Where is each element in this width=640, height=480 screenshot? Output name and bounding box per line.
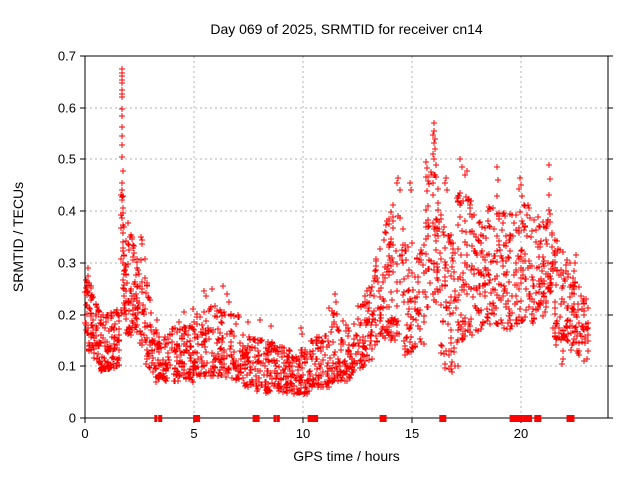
x-tick-labels: 0 5 10 15 20 [81, 426, 528, 441]
y-tick-label: 0.5 [58, 152, 76, 167]
y-tick-label: 0.6 [58, 101, 76, 116]
y-tick-label: 0.1 [58, 359, 76, 374]
baseline-flag-markers [154, 415, 575, 422]
x-axis-label: GPS time / hours [293, 448, 400, 464]
y-tick-label: 0.3 [58, 256, 76, 271]
x-tick-label: 10 [296, 426, 310, 441]
x-tick-label: 20 [514, 426, 528, 441]
x-tick-label: 15 [405, 426, 419, 441]
plot-border [84, 55, 609, 419]
y-tick-label: 0.4 [58, 204, 76, 219]
chart-title: Day 069 of 2025, SRMTID for receiver cn1… [210, 21, 483, 37]
gridlines [85, 56, 608, 418]
y-tick-label: 0.7 [58, 49, 76, 64]
y-tick-labels: 0 0.1 0.2 0.3 0.4 0.5 0.6 0.7 [58, 49, 76, 426]
y-tick-label: 0 [69, 411, 76, 426]
scatter-points [82, 66, 591, 397]
x-tick-label: 5 [190, 426, 197, 441]
x-tick-label: 0 [81, 426, 88, 441]
y-tick-label: 0.2 [58, 308, 76, 323]
